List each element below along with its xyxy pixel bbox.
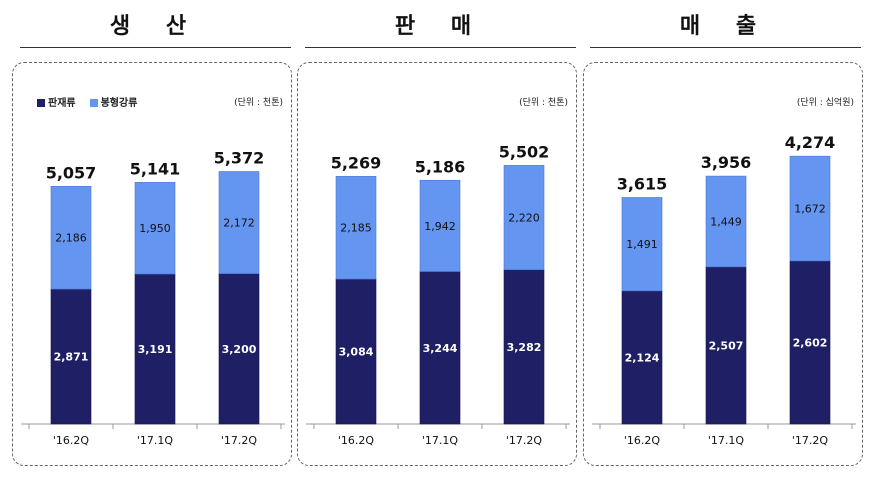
segment-value-label: 2,602: [793, 336, 828, 349]
segment-value-label: 1,491: [626, 238, 658, 251]
segment-value-label: 2,507: [709, 339, 744, 352]
segment-value-label: 3,282: [507, 341, 542, 354]
bar-segment-plate: [335, 278, 377, 425]
segment-value-label: 3,244: [423, 342, 458, 355]
x-tick-label: '17.2Q: [792, 434, 829, 447]
legend-item-plate: 판재류: [37, 94, 76, 109]
sales-chart: (단위 : 천톤) 3,084 2,185 5,269 '16.2Q 3,244 1,94…: [297, 62, 577, 466]
x-tick-label: '17.1Q: [137, 434, 174, 447]
segment-value-label: 1,942: [424, 220, 456, 233]
bar-segment-bar-section: [419, 179, 461, 272]
production-chart: 판재류 봉형강류 (단위 : 천톤) 2,871 2,186 5,057 '16.2Q…: [12, 62, 292, 466]
chart-svg: 3,084 2,185 5,269 '16.2Q 3,244 1,942 5,186 '17.…: [306, 142, 570, 447]
segment-value-label: 3,084: [339, 346, 374, 359]
revenue-chart: (단위 : 십억원) 2,124 1,491 3,615 '16.2Q 2,507 1,4…: [583, 62, 863, 466]
x-tick-label: '17.1Q: [422, 434, 459, 447]
segment-value-label: 1,672: [794, 203, 826, 216]
total-value-label: 5,269: [331, 153, 382, 172]
total-value-label: 5,141: [130, 159, 181, 178]
bar-segment-bar-section: [789, 155, 831, 262]
total-value-label: 4,274: [785, 133, 836, 152]
legend: 판재류 봉형강류: [37, 94, 137, 109]
segment-value-label: 2,186: [55, 232, 87, 245]
segment-value-label: 2,871: [54, 351, 89, 364]
bar-segment-plate: [134, 273, 176, 425]
total-value-label: 3,615: [617, 174, 668, 193]
title-sales: 판 매: [394, 14, 486, 39]
segment-value-label: 2,185: [340, 222, 372, 235]
legend-label: 판재류: [48, 98, 76, 109]
x-tick-label: '17.2Q: [506, 434, 543, 447]
unit-label: (단위 : 천톤): [234, 98, 283, 108]
chart-svg: 2,124 1,491 3,615 '16.2Q 2,507 1,449 3,956 '17.…: [592, 133, 856, 447]
x-tick-label: '16.2Q: [338, 434, 375, 447]
segment-value-label: 3,200: [222, 343, 257, 356]
total-value-label: 5,372: [214, 149, 265, 168]
bar-segment-bar-section: [50, 186, 92, 290]
unit-label: (단위 : 십억원): [796, 98, 854, 108]
segment-value-label: 2,172: [223, 217, 255, 230]
legend-item-bar-section: 봉형강류: [89, 94, 138, 109]
chart-svg: 2,871 2,186 5,057 '16.2Q 3,191 1,950 5,141 '17.…: [21, 149, 285, 447]
segment-value-label: 3,191: [138, 343, 173, 356]
bar-segment-bar-section: [621, 197, 663, 292]
legend-swatch: [37, 99, 45, 107]
bar-segment-bar-section: [335, 176, 377, 280]
bar-segment-bar-section: [705, 175, 747, 268]
unit-label: (단위 : 천톤): [519, 98, 568, 108]
divider: [20, 47, 291, 48]
legend-swatch: [89, 99, 98, 107]
segment-value-label: 2,220: [508, 212, 540, 225]
segment-value-label: 2,124: [625, 351, 660, 364]
total-value-label: 5,186: [415, 157, 466, 176]
segment-value-label: 1,449: [710, 215, 742, 228]
segment-value-label: 1,950: [139, 222, 171, 235]
bar-segment-plate: [621, 290, 663, 425]
bar-segment-plate: [50, 288, 92, 425]
bar-segment-bar-section: [134, 182, 176, 275]
bar-segment-plate: [789, 260, 831, 425]
bar-segment-plate: [705, 266, 747, 425]
divider: [590, 47, 861, 48]
legend-label: 봉형강류: [100, 98, 138, 109]
total-value-label: 3,956: [701, 153, 752, 172]
total-value-label: 5,057: [46, 163, 97, 182]
bar-segment-bar-section: [218, 171, 260, 274]
bar-segment-plate: [503, 269, 545, 425]
x-tick-label: '16.2Q: [53, 434, 90, 447]
x-tick-label: '16.2Q: [624, 434, 661, 447]
bar-segment-plate: [218, 273, 260, 425]
x-tick-label: '17.1Q: [708, 434, 745, 447]
title-production: 생 산: [109, 14, 201, 39]
divider: [305, 47, 576, 48]
x-tick-label: '17.2Q: [221, 434, 258, 447]
title-revenue: 매 출: [679, 14, 771, 39]
total-value-label: 5,502: [499, 142, 550, 161]
bar-segment-bar-section: [503, 165, 545, 271]
